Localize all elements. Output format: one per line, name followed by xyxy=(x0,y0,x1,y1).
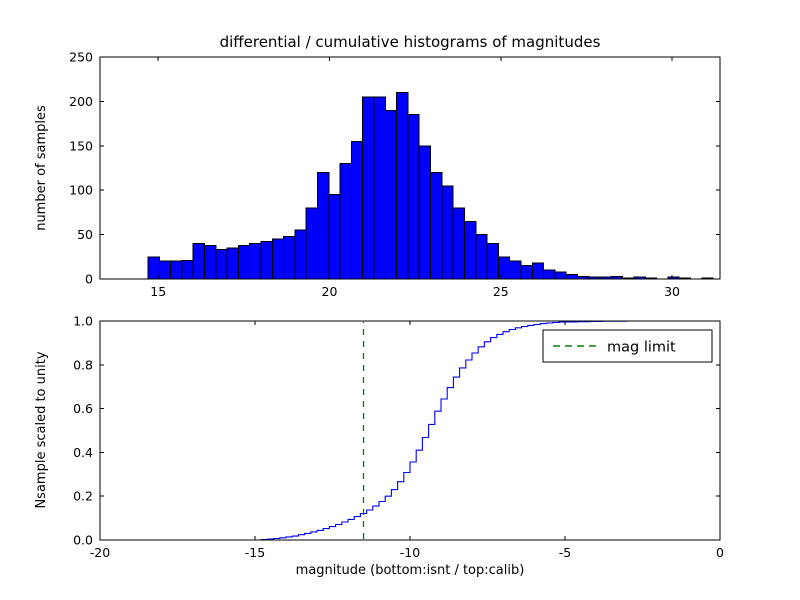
y-tick-label: 250 xyxy=(69,50,93,65)
histogram-bar xyxy=(463,220,477,280)
x-tick-label: -15 xyxy=(245,545,265,560)
x-tick-label: 30 xyxy=(664,284,680,299)
histogram-bar xyxy=(418,145,432,280)
histogram-bar xyxy=(215,249,228,280)
histogram-bar xyxy=(305,207,319,280)
histogram-bar xyxy=(249,242,262,280)
histogram-bar xyxy=(170,260,183,280)
x-tick-label: 25 xyxy=(493,284,509,299)
histogram-bar xyxy=(543,269,556,280)
y-tick-label: 100 xyxy=(69,183,93,198)
y-tick-label: 0.6 xyxy=(73,401,93,416)
y-tick-label: 0.0 xyxy=(73,533,93,548)
histogram-bar xyxy=(226,247,239,280)
bottom-xlabel: magnitude (bottom:isnt / top:calib) xyxy=(295,563,525,578)
histogram-bar xyxy=(520,265,533,280)
y-tick-label: 0.4 xyxy=(73,445,93,460)
histogram-bar xyxy=(497,256,511,280)
histogram-bar xyxy=(283,235,296,280)
top-axes-frame xyxy=(99,56,721,280)
histogram-bar xyxy=(237,244,251,280)
y-tick-label: 0.2 xyxy=(73,489,93,504)
x-tick-label: -10 xyxy=(400,545,420,560)
x-tick-label: 0 xyxy=(716,545,724,560)
histogram-bar xyxy=(317,171,330,280)
histogram-bar xyxy=(271,238,285,280)
histogram-bar xyxy=(452,207,465,280)
y-tick-label: 50 xyxy=(77,227,93,242)
histogram-bar xyxy=(396,92,409,280)
histogram-bar xyxy=(260,241,273,280)
histogram-bar xyxy=(554,271,567,280)
histogram-bar xyxy=(531,262,545,280)
histogram-bar xyxy=(147,256,160,280)
chart-title: differential / cumulative histograms of … xyxy=(219,33,601,51)
x-tick-label: 15 xyxy=(150,284,166,299)
histogram-bar xyxy=(203,244,217,280)
y-tick-label: 0.8 xyxy=(73,357,93,372)
histogram-bar xyxy=(181,259,194,280)
x-tick-label: 20 xyxy=(322,284,338,299)
histogram-bar xyxy=(509,260,522,280)
histogram-bar xyxy=(294,229,307,280)
x-tick-label: -5 xyxy=(559,545,571,560)
x-tick-label: -20 xyxy=(90,545,110,560)
histogram-bar xyxy=(384,109,398,280)
histogram-bar xyxy=(373,96,386,280)
y-tick-label: 200 xyxy=(69,94,93,109)
histogram-bar xyxy=(192,242,205,280)
histogram-bar xyxy=(475,234,488,280)
y-tick-label: 150 xyxy=(69,138,93,153)
histogram-bar xyxy=(328,194,341,280)
histogram-bar xyxy=(158,260,172,280)
histogram-bar xyxy=(565,274,579,280)
histogram-bar xyxy=(350,140,364,280)
y-tick-label: 1.0 xyxy=(73,314,93,329)
histogram-bar xyxy=(441,185,454,280)
legend-label: mag limit xyxy=(607,340,676,356)
histogram-bar xyxy=(486,242,499,280)
histogram-bar xyxy=(407,114,420,280)
histogram-bar xyxy=(362,96,375,280)
histogram-bar xyxy=(430,171,443,280)
histogram-bar xyxy=(339,163,352,280)
cumulative-line xyxy=(255,320,665,541)
y-tick-label: 0 xyxy=(85,272,93,287)
